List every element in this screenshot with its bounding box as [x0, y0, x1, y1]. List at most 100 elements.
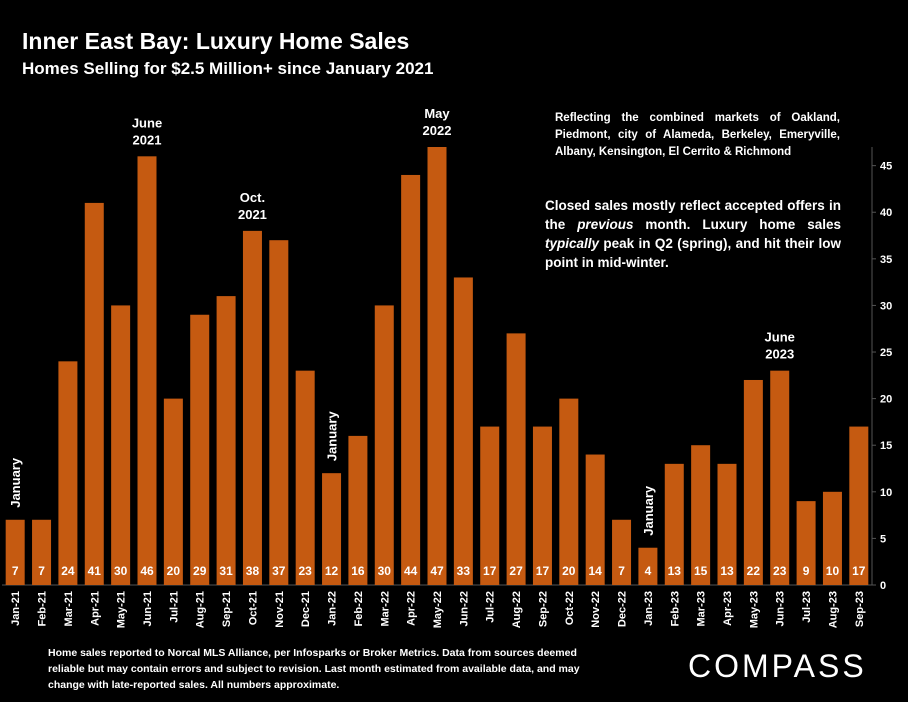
bar-value-label: 31: [219, 564, 233, 578]
annotation-label: January: [641, 485, 656, 536]
bar: [401, 174, 421, 585]
bar-value-label: 33: [457, 564, 471, 578]
y-tick-label: 15: [880, 440, 892, 452]
y-tick-label: 35: [880, 254, 892, 266]
bar: [242, 230, 262, 585]
chart-subtitle: Homes Selling for $2.5 Million+ since Ja…: [22, 59, 434, 78]
annotation-label: June: [132, 115, 162, 130]
annotation-label: 2023: [765, 347, 794, 362]
x-tick-label: Mar-22: [379, 591, 391, 626]
bar: [559, 398, 579, 585]
bar-value-label: 38: [246, 564, 260, 578]
bar: [743, 379, 763, 585]
bar-value-label: 29: [193, 564, 207, 578]
bar-value-label: 30: [114, 564, 128, 578]
x-tick-label: Feb-21: [37, 591, 49, 626]
x-tick-label: Mar-21: [63, 591, 75, 626]
bar-value-label: 12: [325, 564, 339, 578]
bar: [322, 473, 342, 585]
annotation-label: 2021: [238, 207, 267, 222]
bar: [822, 491, 842, 585]
bar: [585, 454, 605, 585]
bar: [269, 240, 289, 586]
bar-value-label: 17: [483, 564, 497, 578]
x-tick-label: Apr-21: [89, 591, 101, 626]
bar-value-label: 23: [773, 564, 787, 578]
annotation-label: May: [424, 106, 450, 121]
bar: [216, 296, 236, 585]
bar-value-label: 4: [645, 564, 652, 578]
bar-value-label: 30: [378, 564, 392, 578]
closed-note-emphasis-2: typically: [545, 236, 600, 251]
bar: [84, 202, 104, 585]
closed-note-text-3: peak in Q2 (spring), and hit their low p…: [545, 236, 841, 270]
bar: [664, 463, 684, 585]
x-tick-label: Nov-21: [274, 591, 286, 628]
bar-value-label: 16: [351, 564, 365, 578]
bar-value-label: 17: [852, 564, 866, 578]
bar: [612, 519, 632, 585]
x-tick-label: Jul-22: [485, 591, 497, 623]
x-tick-label: Jan-21: [10, 591, 22, 626]
y-tick-label: 25: [880, 347, 892, 359]
markets-note: Reflecting the combined markets of Oakla…: [555, 112, 840, 158]
x-tick-label: Mar-23: [696, 591, 708, 626]
bar-value-label: 47: [430, 564, 444, 578]
x-tick-label: Jul-23: [801, 591, 813, 623]
bar: [5, 519, 25, 585]
bar-value-label: 10: [826, 564, 840, 578]
x-tick-label: Aug-22: [511, 591, 523, 628]
bar: [427, 147, 447, 585]
bar: [638, 547, 658, 585]
bar-value-label: 23: [299, 564, 313, 578]
chart-title: Inner East Bay: Luxury Home Sales: [22, 28, 410, 54]
bar: [190, 314, 210, 585]
bar: [849, 426, 869, 585]
x-tick-label: Jul-21: [168, 591, 180, 623]
x-tick-label: Oct-21: [247, 591, 259, 625]
x-tick-label: Oct-22: [564, 591, 576, 625]
x-tick-label: Apr-22: [406, 591, 418, 626]
bar: [770, 370, 790, 585]
x-tick-label: Dec-21: [300, 591, 312, 627]
y-tick-label: 5: [880, 533, 886, 545]
bar-value-label: 27: [509, 564, 523, 578]
bar: [58, 361, 78, 585]
bar: [137, 156, 157, 585]
annotation-label: January: [8, 457, 23, 508]
x-tick-label: Feb-23: [669, 591, 681, 626]
y-tick-label: 10: [880, 487, 892, 499]
bar: [163, 398, 183, 585]
y-tick-label: 0: [880, 580, 886, 592]
bar: [796, 501, 816, 585]
x-tick-label: Jun-22: [458, 591, 470, 626]
compass-logo: COMPASS: [688, 648, 867, 684]
annotation-label: June: [765, 330, 795, 345]
x-tick-label: May-23: [748, 591, 760, 628]
x-tick-label: Apr-23: [722, 591, 734, 626]
bar: [374, 305, 394, 585]
bar-value-label: 20: [167, 564, 181, 578]
annotation-label: 2022: [423, 123, 452, 138]
bar-value-label: 44: [404, 564, 418, 578]
x-tick-label: Aug-21: [195, 591, 207, 628]
bar-value-label: 37: [272, 564, 286, 578]
y-tick-label: 40: [880, 207, 892, 219]
source-footnote: Home sales reported to Norcal MLS Allian…: [48, 647, 580, 691]
bar-value-label: 7: [618, 564, 625, 578]
x-tick-label: Aug-23: [827, 591, 839, 628]
bar-value-label: 9: [803, 564, 810, 578]
x-tick-label: Jun-21: [142, 591, 154, 626]
annotation-label: January: [325, 411, 340, 462]
bar-value-label: 24: [61, 564, 75, 578]
x-tick-label: May-21: [116, 591, 128, 628]
closed-note-text-1: Closed sales mostly reflect accepted off…: [545, 198, 841, 232]
bar-value-label: 22: [747, 564, 761, 578]
closed-sales-note: Closed sales mostly reflect accepted off…: [545, 196, 841, 272]
y-tick-label: 45: [880, 161, 892, 173]
x-tick-label: May-22: [432, 591, 444, 628]
y-tick-label: 30: [880, 300, 892, 312]
bar-value-label: 14: [589, 564, 603, 578]
bar-value-label: 13: [720, 564, 734, 578]
